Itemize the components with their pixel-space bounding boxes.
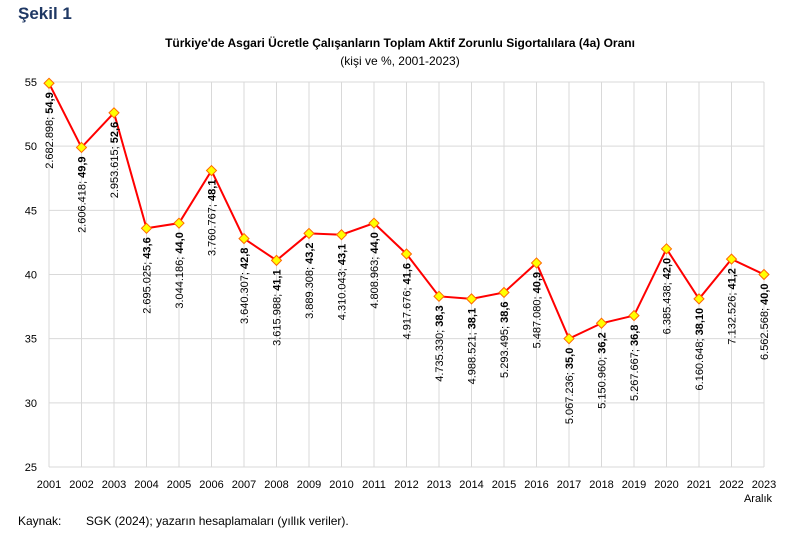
x-tick-label: 2023: [752, 479, 776, 491]
data-point: [368, 217, 380, 229]
data-label: 2.682.898; 54,9: [44, 92, 56, 168]
data-label: 4.988.521; 38,1: [467, 308, 479, 384]
data-point: [433, 290, 445, 303]
x-tick-label: 2010: [329, 479, 353, 491]
x-tick-label: 2003: [102, 479, 126, 491]
data-point: [758, 268, 770, 281]
data-label: 5.487.080; 40,9: [532, 272, 544, 348]
data-label: 6.385.438; 42,0: [662, 258, 674, 334]
data-label: 3.044.186; 44,0: [174, 232, 186, 308]
data-label: 5.267.667; 36,8: [629, 325, 641, 401]
x-tick-label: 2006: [199, 479, 223, 491]
y-tick-label: 30: [25, 398, 37, 410]
data-point: [465, 293, 478, 305]
data-label: 4.917.676; 41,6: [402, 263, 414, 339]
x-tick-label: 2014: [459, 479, 483, 491]
source-label: Kaynak:: [18, 514, 62, 528]
data-label: 5.293.495; 38,6: [499, 301, 511, 377]
data-label: 6.160.648; 38,10: [694, 308, 706, 391]
data-point: [563, 332, 575, 345]
data-label: 3.640.307; 42,8: [239, 248, 251, 324]
y-tick-label: 35: [25, 334, 37, 346]
x-tick-label: 2008: [264, 479, 288, 491]
x-tick-label: 2021: [687, 479, 711, 491]
x-tick-label: 2019: [622, 479, 646, 491]
x-tick-label: 2017: [557, 479, 581, 491]
data-point: [108, 107, 120, 119]
data-point: [140, 222, 153, 235]
data-point: [530, 257, 543, 269]
x-tick-label: 2018: [589, 479, 613, 491]
data-label: 2.606.418; 49,9: [77, 156, 89, 232]
data-point: [628, 309, 640, 322]
x-tick-label: 2002: [69, 479, 93, 491]
data-point: [43, 77, 55, 89]
y-tick-label: 55: [25, 77, 37, 89]
y-tick-label: 40: [25, 270, 37, 282]
x-tick-label: 2005: [167, 479, 191, 491]
data-point: [693, 293, 705, 305]
data-label: 5.067.236; 35,0: [564, 348, 576, 424]
source-text: SGK (2024); yazarın hesaplamaları (yıllı…: [86, 514, 349, 528]
x-note-label: Aralık: [744, 493, 773, 505]
data-label: 2.953.615; 52,6: [109, 122, 121, 198]
x-tick-label: 2015: [492, 479, 516, 491]
data-point: [595, 317, 608, 329]
data-label: 3.760.767; 48,1: [207, 180, 219, 256]
y-tick-label: 25: [25, 462, 37, 474]
data-point: [270, 254, 283, 267]
data-point: [498, 286, 510, 299]
x-tick-label: 2013: [427, 479, 451, 491]
data-label: 3.889.308; 43,2: [304, 242, 316, 318]
x-tick-label: 2001: [37, 479, 61, 491]
x-tick-label: 2009: [297, 479, 321, 491]
source-note: Kaynak: SGK (2024); yazarın hesaplamalar…: [18, 514, 349, 528]
data-label: 4.808.963; 44,0: [369, 232, 381, 308]
data-label: 5.150.960; 36,2: [597, 332, 609, 408]
x-tick-label: 2016: [524, 479, 548, 491]
data-point: [335, 229, 348, 241]
y-tick-label: 50: [25, 141, 37, 153]
y-tick-label: 45: [25, 205, 37, 217]
data-point: [725, 253, 738, 265]
chart-title: Türkiye'de Asgari Ücretle Çalışanların T…: [165, 36, 635, 50]
x-tick-label: 2011: [362, 479, 386, 491]
data-label: 4.310.043; 43,1: [337, 244, 349, 320]
figure-label: Şekil 1: [18, 4, 72, 23]
data-label: 7.132.526; 41,2: [727, 268, 739, 344]
data-label: 2.695.025; 43,6: [142, 237, 154, 313]
x-tick-label: 2004: [134, 479, 158, 491]
data-label: 4.735.330; 38,3: [434, 305, 446, 381]
data-point: [75, 141, 88, 154]
x-tick-label: 2007: [232, 479, 256, 491]
data-point: [173, 217, 185, 229]
data-point: [238, 232, 250, 245]
data-point: [303, 227, 315, 240]
chart-subtitle: (kişi ve %, 2001-2023): [340, 54, 460, 68]
x-tick-label: 2012: [394, 479, 418, 491]
data-point: [660, 243, 673, 255]
data-point: [205, 164, 218, 177]
data-label: 3.615.988; 41,1: [272, 269, 284, 345]
data-label: 6.562.568; 40,0: [759, 284, 771, 360]
x-tick-label: 2022: [719, 479, 743, 491]
x-tick-label: 2020: [654, 479, 678, 491]
data-point: [400, 248, 413, 260]
